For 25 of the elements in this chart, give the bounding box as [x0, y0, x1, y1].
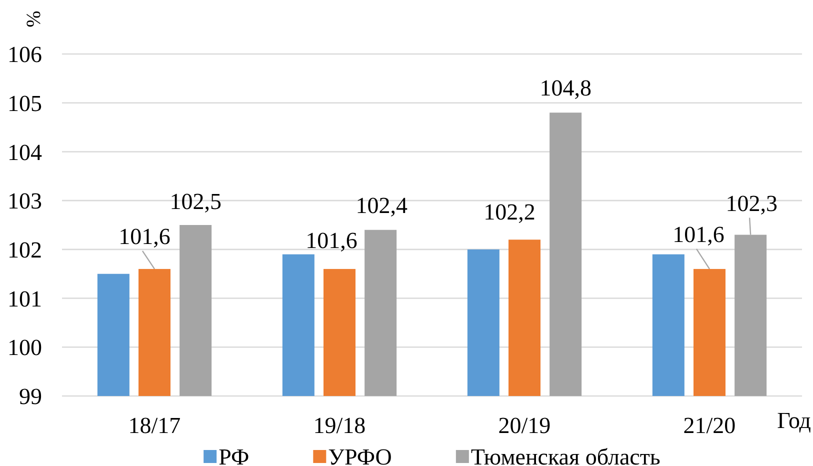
y-tick-label: 99 [19, 384, 42, 410]
y-tick-label: 106 [8, 42, 42, 68]
legend-label: УРФО [328, 444, 392, 466]
legend-label: РФ [218, 444, 250, 466]
data-label: 102,3 [726, 190, 778, 216]
legend-label: Тюменская область [470, 444, 660, 466]
data-label: 104,8 [540, 76, 592, 101]
y-tick-label: 104 [8, 140, 42, 165]
y-tick-label: 101 [8, 286, 42, 312]
x-tick-label: 18/17 [128, 413, 181, 438]
y-tick-label: 100 [8, 335, 42, 360]
y-tick-label: 102 [8, 237, 42, 262]
y-tick-label: 103 [8, 188, 42, 214]
data-label: 101,6 [118, 224, 170, 250]
x-tick-label: 19/18 [313, 413, 366, 438]
data-label: 101,6 [672, 222, 724, 248]
data-label: 101,6 [306, 228, 358, 254]
data-label: 102,5 [170, 189, 222, 214]
y-axis-title: % [23, 10, 45, 28]
x-tick-label: 20/19 [498, 413, 551, 438]
data-label: 102,2 [484, 200, 536, 225]
x-tick-label: 21/20 [683, 413, 736, 438]
x-axis-title: Год [777, 408, 812, 434]
data-label: 102,4 [356, 192, 408, 218]
y-tick-label: 105 [8, 90, 42, 116]
